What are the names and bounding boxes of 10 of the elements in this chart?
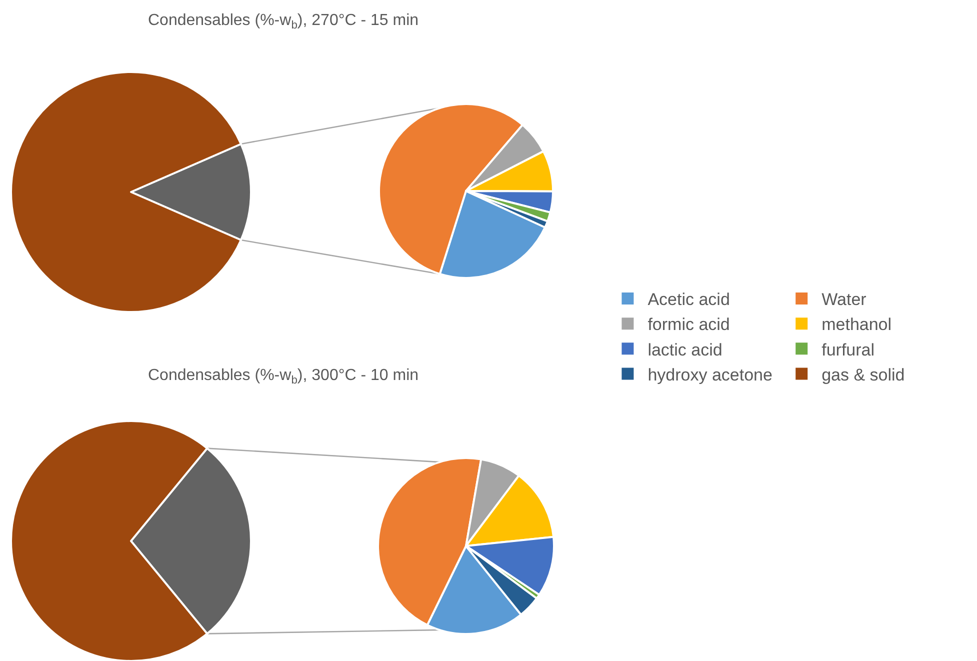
legend-label: gas & solid: [822, 365, 905, 384]
legend-label: furfural: [822, 340, 875, 360]
legend-label: Water: [822, 290, 867, 310]
legend-label: formic acid: [648, 315, 730, 334]
legend-label: hydroxy acetone: [648, 365, 772, 384]
legend-label: methanol: [822, 315, 892, 334]
text: Condensables (%-w$_{b}$), 300°C - 10 min: [148, 367, 419, 386]
chart-title: Condensables (%-w$_{b}$), 270°C - 15 min: [148, 12, 419, 32]
legend-label: Acetic acid: [648, 290, 730, 310]
legend-label: lactic acid: [648, 340, 722, 360]
